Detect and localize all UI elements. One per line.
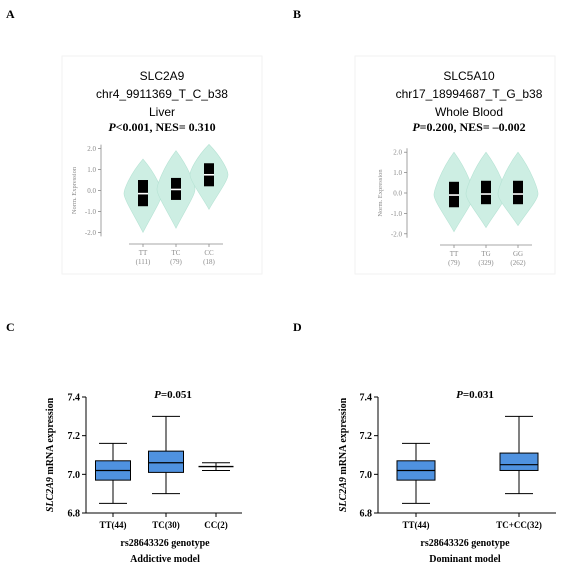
y-tick-label: -1.0	[391, 210, 403, 218]
y-tick-label: 2.0	[87, 145, 96, 153]
count-label: (18)	[203, 258, 215, 266]
panel-a-frame	[61, 55, 263, 275]
y-axis-label: Norm. Expression	[377, 169, 384, 217]
x-tick-label: TG	[481, 250, 490, 258]
panel-b-gene: SLC5A10	[443, 69, 495, 83]
count-label: (329)	[478, 259, 494, 267]
x-tick-label: TT	[450, 250, 459, 258]
panel-a-stat: P<0.001, NES= 0.310	[108, 120, 215, 134]
y-axis-label: Norm. Expression	[71, 166, 78, 214]
y-tick-label: -2.0	[391, 230, 403, 238]
panel-letter-c: C	[6, 320, 15, 334]
panel-d-model: Dominant model	[429, 554, 501, 565]
y-tick-label: 6.8	[68, 509, 81, 520]
panel-letter-a: A	[6, 7, 15, 21]
panel-c-stat-rest: =0.051	[161, 389, 192, 401]
panel-a-variant: chr4_9911369_T_C_b38	[96, 87, 228, 101]
panel-d-ylabel-rest: mRNA expression	[338, 397, 349, 477]
y-tick-label: 7.0	[360, 470, 373, 481]
panel-b-variant: chr17_18994687_T_G_b38	[396, 87, 543, 101]
panel-a-header: SLC2A9 chr4_9911369_T_C_b38 Liver P<0.00…	[61, 55, 263, 275]
panel-d-stat: P=0.031	[456, 389, 494, 401]
y-tick-label: -2.0	[85, 229, 97, 237]
panel-letter-b: B	[293, 7, 301, 21]
panel-c-stat-p: P	[154, 389, 161, 401]
violin-plot-b: 2.0 1.0 0.0 -1.0 -2.0 Norm. Expression TT(79) T…	[377, 148, 539, 267]
panel-d-xlabel: rs28643326 genotype	[420, 538, 510, 549]
box-iqr	[499, 452, 539, 471]
panel-d-ylabel-gene: SLC2A9	[338, 477, 349, 512]
x-tick-label: TT(44)	[403, 520, 430, 530]
x-tick-label: TT	[139, 249, 148, 257]
x-tick-label: CC	[204, 249, 214, 257]
panel-a-gene: SLC2A9	[140, 69, 185, 83]
count-label: (79)	[448, 259, 460, 267]
y-tick-label: 2.0	[393, 149, 402, 157]
y-tick-label: 0.0	[87, 187, 96, 195]
y-tick-label: 0.0	[393, 190, 402, 198]
y-tick-label: 7.0	[68, 470, 81, 481]
panel-c-xlabel: rs28643326 genotype	[120, 538, 210, 549]
box-plot-d: 6.8 7.0 7.2 7.4 TT(44) TC+CC(32)	[360, 393, 556, 530]
violin-plot-a: 2.0 1.0 0.0 -1.0 -2.0 Norm. Expression TT(111)…	[71, 143, 229, 266]
panel-a-stat-p: P	[108, 120, 116, 134]
panel-a-stat-rest: <0.001, NES= 0.310	[116, 120, 216, 134]
count-label: (79)	[170, 258, 182, 266]
panel-c-ylabel-gene: SLC2A9	[45, 477, 56, 512]
y-tick-label: 7.2	[360, 431, 373, 442]
panel-d-stat-p: P	[456, 389, 463, 401]
x-tick-label: TC(30)	[152, 520, 180, 530]
y-tick-label: 7.2	[68, 431, 81, 442]
count-label: (111)	[136, 258, 151, 266]
panel-b-stat-p: P	[412, 120, 420, 134]
y-tick-label: 1.0	[87, 166, 96, 174]
panel-a-tissue: Liver	[149, 105, 175, 119]
panel-c-ylabel-rest: mRNA expression	[45, 397, 56, 477]
panel-b-stat-rest: =0.200, NES= –0.002	[420, 120, 526, 134]
panel-d-ylabel: SLC2A9 mRNA expression	[338, 397, 349, 512]
panel-c-ylabel: SLC2A9 mRNA expression	[45, 397, 56, 512]
violin-iqr-box	[481, 180, 491, 205]
panel-c-model: Addictive model	[130, 554, 200, 565]
panel-c-stat: P=0.051	[154, 389, 192, 401]
x-tick-label: CC(2)	[204, 520, 228, 530]
count-label: (262)	[510, 259, 526, 267]
x-tick-label: TC+CC(32)	[496, 520, 542, 530]
x-tick-label: TT(44)	[100, 520, 127, 530]
panel-b-tissue: Whole Blood	[435, 105, 503, 119]
y-tick-label: 7.4	[360, 393, 373, 404]
box-iqr	[148, 450, 184, 473]
y-tick-label: 6.8	[360, 509, 373, 520]
x-tick-label: TC	[172, 249, 181, 257]
panel-d-stat-rest: =0.031	[463, 389, 494, 401]
panel-letter-d: D	[293, 320, 302, 334]
box-plot-c: 6.8 7.0 7.2 7.4 TT(44) TC(30) CC(2)	[68, 393, 242, 530]
y-tick-label: -1.0	[85, 208, 97, 216]
panel-b-stat: P=0.200, NES= –0.002	[412, 120, 525, 134]
y-tick-label: 7.4	[68, 393, 81, 404]
panel-b-header: SLC5A10 chr17_18994687_T_G_b38 Whole Blo…	[354, 55, 556, 275]
x-tick-label: GG	[513, 250, 523, 258]
y-tick-label: 1.0	[393, 169, 402, 177]
violin-iqr-box	[513, 180, 523, 205]
panel-b-frame	[354, 55, 556, 275]
